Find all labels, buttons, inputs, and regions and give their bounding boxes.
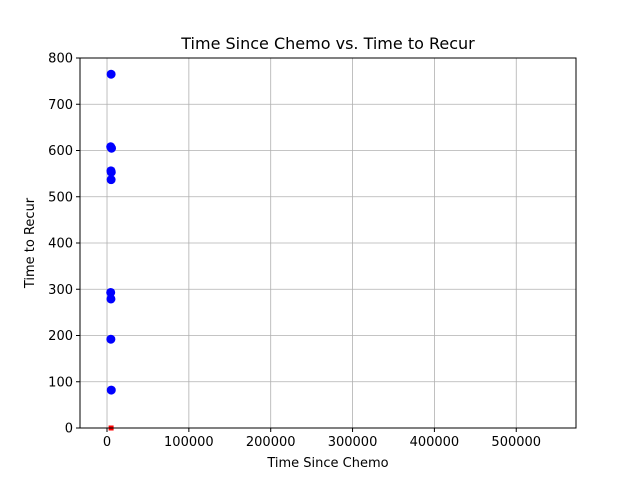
data-point [106, 287, 116, 297]
x-axis-label: Time Since Chemo [266, 456, 388, 471]
x-tick-label: 400000 [410, 435, 460, 450]
y-tick-label: 300 [48, 283, 73, 298]
x-tick-label: 100000 [164, 435, 214, 450]
x-tick-label: 0 [103, 435, 111, 450]
y-tick-label: 400 [48, 237, 73, 252]
data-point [107, 143, 117, 153]
x-tick-label: 500000 [491, 435, 541, 450]
data-point [106, 175, 116, 185]
chart-title: Time Since Chemo vs. Time to Recur [180, 34, 475, 53]
data-points [106, 69, 117, 431]
y-tick-label: 700 [48, 98, 73, 113]
y-tick-label: 0 [65, 422, 73, 437]
data-point [106, 167, 116, 177]
y-tick-label: 100 [48, 375, 73, 390]
data-point [106, 334, 116, 344]
grid [80, 57, 576, 429]
y-tick-label: 600 [48, 144, 73, 159]
data-point [106, 69, 116, 79]
y-tick-label: 200 [48, 329, 73, 344]
y-tick-label: 800 [48, 52, 73, 67]
y-axis-label: Time to Recur [23, 197, 38, 289]
axis-ticks: 0 100000 200000 300000 400000 500000 0 100 200 30… [48, 52, 541, 451]
x-tick-label: 300000 [328, 435, 378, 450]
data-point [106, 385, 116, 395]
data-point [106, 294, 116, 304]
y-tick-label: 500 [48, 190, 73, 205]
x-tick-label: 200000 [246, 435, 296, 450]
